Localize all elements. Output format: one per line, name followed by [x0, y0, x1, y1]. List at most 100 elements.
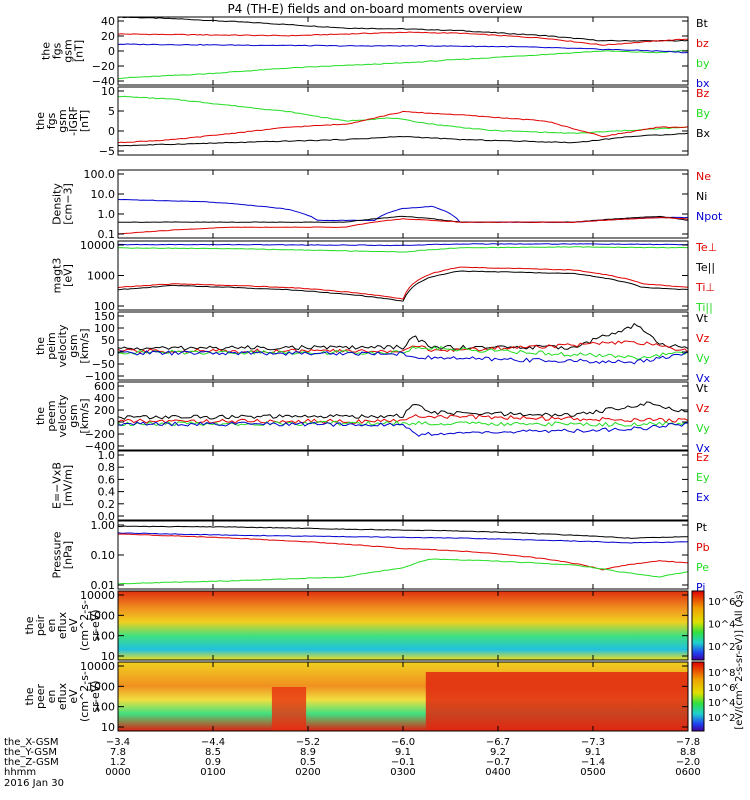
y-axis-label: [mV/m]	[62, 465, 75, 506]
y-axis-label: magt3	[51, 258, 64, 294]
y-axis-label: -IGRF	[67, 106, 80, 136]
x-axis-value: −6.0	[391, 737, 415, 748]
x-axis-value: 9.1	[395, 747, 411, 758]
y-tick-label: 1000	[87, 609, 115, 622]
legend-Vt: Vt	[696, 312, 709, 325]
series-line-Bz	[117, 110, 689, 144]
x-axis-value: 0200	[295, 767, 320, 778]
y-axis-label: [nPa]	[62, 541, 75, 569]
y-tick-label: 1.0	[98, 449, 116, 462]
y-axis-label: peim	[45, 332, 58, 360]
series-line-Vx	[117, 350, 689, 365]
panel-frame	[117, 86, 689, 156]
y-tick-label: 10000	[80, 589, 115, 602]
colorbar	[691, 661, 705, 732]
legend-Ex: Ex	[696, 491, 710, 504]
series-line-Te⊥	[117, 266, 689, 300]
legend-Ez: Ez	[696, 451, 709, 464]
x-axis-value: 0600	[675, 767, 700, 778]
y-tick-label: 1.00	[91, 519, 116, 532]
y-axis-label: en	[45, 619, 58, 633]
x-axis-row-label: the_Y-GSM	[4, 747, 57, 758]
y-axis-label: velocity	[56, 394, 69, 437]
x-axis-value: −7.3	[581, 737, 605, 748]
y-axis-label: [nT]	[73, 40, 86, 62]
y-tick-label: 10000	[80, 660, 115, 673]
plot-title: P4 (TH-E) fields and on-board moments ov…	[227, 2, 523, 16]
y-axis-label: [cm−3]	[62, 183, 75, 225]
y-axis-label: the	[34, 112, 47, 130]
y-tick-label: 50	[101, 334, 115, 347]
series-line-by	[117, 49, 689, 80]
x-axis-value: 8.5	[205, 747, 221, 758]
heatmap-feature	[425, 672, 688, 731]
legend-bz: bz	[696, 37, 709, 50]
x-axis-value: 0.9	[205, 757, 221, 768]
series-line-Te||	[117, 270, 689, 302]
colorbar	[691, 590, 705, 661]
y-tick-label: 0.1	[98, 228, 116, 241]
x-axis-value: 0300	[390, 767, 415, 778]
legend-Ey: Ey	[696, 471, 710, 484]
colorbar-label: [eV/(cm^2-s-sr-eV)] (All Qs)	[734, 590, 745, 729]
y-tick-label: −100	[85, 370, 115, 383]
y-tick-label: 0	[108, 125, 115, 138]
series-line-Pi	[117, 532, 689, 544]
panel-9: 10000 1000 100 10 thepeirenefluxeV(cm^2-s-sr…	[23, 589, 735, 663]
series-line-Vy	[117, 420, 689, 427]
x-axis-value: 9.2	[490, 747, 506, 758]
x-axis-value: −1.4	[581, 757, 605, 768]
y-tick-label: −20	[92, 60, 115, 73]
y-tick-label: 5	[108, 105, 115, 118]
x-axis-value: −0.1	[391, 757, 415, 768]
y-axis-label: gsm	[67, 404, 80, 427]
series-line-bz	[117, 31, 688, 46]
legend-Vx: Vx	[696, 372, 711, 385]
x-axis-value: 8.9	[300, 747, 316, 758]
y-axis-label: the	[34, 407, 47, 425]
colorbar-tick-label: 10^4	[708, 620, 735, 631]
colorbar-tick-label: 10^6	[708, 683, 735, 694]
legend-Pe: Pe	[696, 561, 709, 574]
colorbar-tick-label: 10^4	[708, 698, 735, 709]
colorbar-tick-label: 10^2	[708, 642, 735, 653]
y-axis-label: peer	[34, 684, 47, 710]
y-axis-label: [km/s]	[78, 328, 91, 363]
y-tick-label: 20	[101, 30, 115, 43]
panel-3: 100.0 10.0 1.0 0.1 Density[cm−3] Ne Ni Npot	[51, 168, 723, 241]
y-tick-label: 100	[94, 300, 115, 313]
series-line-Vt	[117, 401, 689, 420]
y-tick-label: −200	[85, 428, 115, 441]
x-axis-value: 0000	[105, 767, 130, 778]
legend-Ni: Ni	[696, 190, 707, 203]
y-tick-label: 1000	[87, 270, 115, 283]
y-axis-label: fgs	[51, 42, 64, 59]
y-tick-label: 10000	[80, 239, 115, 252]
y-axis-label: gsm	[56, 109, 69, 132]
legend-Ne: Ne	[696, 170, 711, 183]
x-axis-value: 0100	[200, 767, 225, 778]
y-tick-label: 1000	[87, 680, 115, 693]
legend-Npot: Npot	[696, 210, 723, 223]
y-tick-label: 100	[94, 630, 115, 643]
legend-Te⊥: Te⊥	[695, 241, 717, 254]
legend-Bx: Bx	[696, 127, 711, 140]
y-axis-label: the	[34, 337, 47, 355]
y-axis-label: E=−VxB	[51, 462, 64, 509]
series-line-Ti||	[117, 246, 688, 253]
y-axis-label: gsm	[62, 39, 75, 62]
panel-7: 1.00.80.60.40.20.0 E=−VxB[mV/m] Ez Ey Ex	[51, 449, 710, 523]
x-axis-value: −2.0	[676, 757, 700, 768]
x-axis-value: 0400	[485, 767, 510, 778]
panel-frame	[117, 450, 689, 521]
y-tick-label: −400	[85, 440, 115, 453]
date-label: 2016 Jan 30	[4, 778, 64, 789]
y-axis-label: eV	[67, 618, 80, 633]
heatmap-feature	[271, 687, 307, 731]
x-axis-value: −6.7	[486, 737, 510, 748]
y-axis-label: peir	[34, 614, 47, 636]
y-tick-label: 100.0	[84, 168, 116, 181]
y-tick-label: 0.2	[98, 498, 116, 511]
